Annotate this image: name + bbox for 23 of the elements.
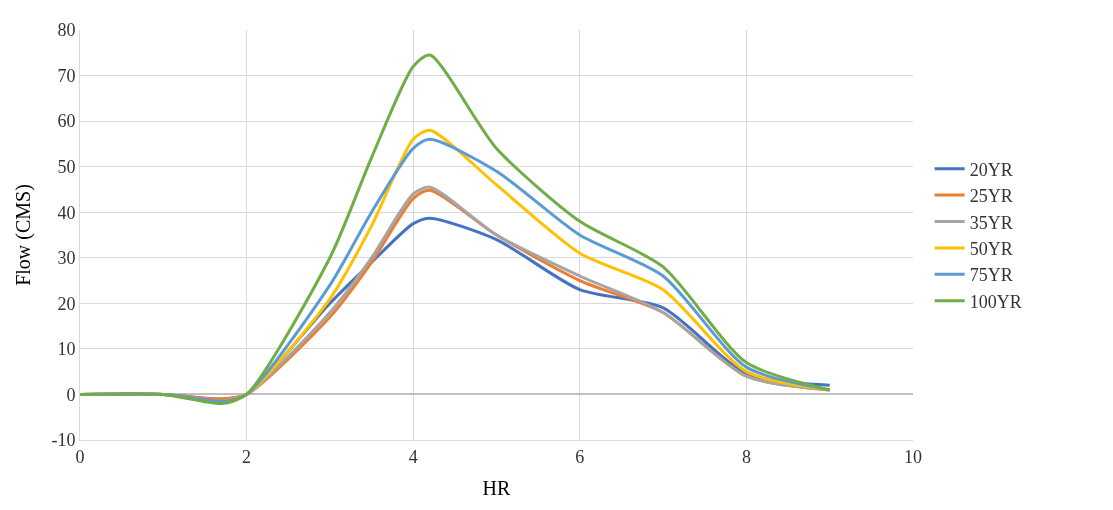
- legend-label: 100YR: [969, 291, 1022, 312]
- y-axis-title: Flow (CMS): [11, 184, 35, 286]
- y-tick-label: 60: [57, 111, 76, 132]
- x-tick-label: 8: [741, 446, 751, 467]
- y-tick-label: 30: [57, 248, 76, 269]
- legend-label: 75YR: [969, 265, 1013, 286]
- y-tick-label: 20: [57, 293, 76, 314]
- x-tick-label: 10: [904, 446, 922, 467]
- y-tick-label: 80: [57, 20, 76, 41]
- y-tick-label: 70: [57, 65, 76, 86]
- x-tick-label: 4: [408, 446, 418, 467]
- y-tick-label: 0: [66, 384, 76, 405]
- y-tick-label: -10: [51, 430, 76, 451]
- legend-label: 35YR: [969, 212, 1013, 233]
- y-tick-label: 50: [57, 156, 76, 177]
- x-tick-label: 6: [575, 446, 585, 467]
- y-tick-label: 10: [57, 339, 76, 360]
- x-tick-label: 2: [242, 446, 252, 467]
- x-axis-title: HR: [482, 477, 512, 500]
- legend-label: 50YR: [969, 238, 1013, 259]
- y-tick-label: 40: [57, 202, 76, 223]
- legend-label: 25YR: [969, 186, 1013, 207]
- legend-label: 20YR: [969, 159, 1013, 180]
